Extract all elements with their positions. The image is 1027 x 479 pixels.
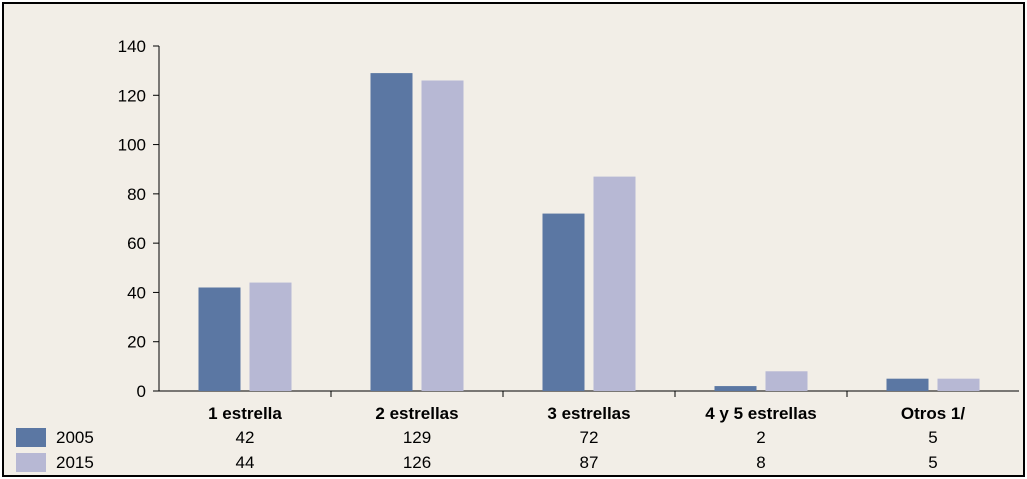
- y-axis-ticks: 0 20 40 60 80 100 120 140: [118, 37, 159, 401]
- y-tick-label: 0: [137, 382, 146, 401]
- data-label: 44: [236, 453, 255, 472]
- bar-2015-5: [937, 378, 980, 391]
- category-label: 1 estrella: [208, 404, 282, 423]
- bar-2005-1: [198, 287, 241, 391]
- legend-label-2015: 2015: [56, 453, 94, 472]
- category-label: 3 estrellas: [547, 404, 630, 423]
- data-label: 129: [403, 428, 431, 447]
- legend-swatch-2005: [16, 428, 46, 447]
- data-label: 126: [403, 453, 431, 472]
- category-labels: 1 estrella 2 estrellas 3 estrellas 4 y 5 es…: [208, 404, 965, 423]
- y-tick-label: 20: [127, 333, 146, 352]
- data-label: 8: [756, 453, 765, 472]
- y-tick-label: 80: [127, 185, 146, 204]
- bar-2005-2: [370, 73, 413, 391]
- data-table: 2005 42 129 72 2 5 2015 44 126 87 8 5: [16, 428, 938, 472]
- data-label: 42: [236, 428, 255, 447]
- axes: [153, 46, 1019, 397]
- data-label: 2: [756, 428, 765, 447]
- data-label: 87: [580, 453, 599, 472]
- legend-label-2005: 2005: [56, 428, 94, 447]
- legend-swatch-2015: [16, 453, 46, 472]
- category-label: 4 y 5 estrellas: [705, 404, 817, 423]
- y-tick-label: 120: [118, 86, 146, 105]
- bar-2015-2: [421, 80, 464, 391]
- y-tick-label: 140: [118, 37, 146, 56]
- bars: [198, 73, 980, 391]
- bar-2015-4: [765, 371, 808, 391]
- y-tick-label: 60: [127, 234, 146, 253]
- category-label: 2 estrellas: [375, 404, 458, 423]
- data-label: 5: [928, 453, 937, 472]
- y-tick-label: 40: [127, 283, 146, 302]
- bar-2005-4: [714, 386, 757, 391]
- bar-2015-3: [593, 176, 636, 391]
- y-tick-label: 100: [118, 136, 146, 155]
- data-label: 72: [580, 428, 599, 447]
- bar-2005-5: [886, 378, 929, 391]
- bar-2005-3: [542, 213, 585, 391]
- bar-2015-1: [249, 282, 292, 391]
- data-label: 5: [928, 428, 937, 447]
- category-label: Otros 1/: [901, 404, 966, 423]
- bar-chart: 0 20 40 60 80 100 120 140 1 estrella 2 estrellas…: [16, 37, 1019, 472]
